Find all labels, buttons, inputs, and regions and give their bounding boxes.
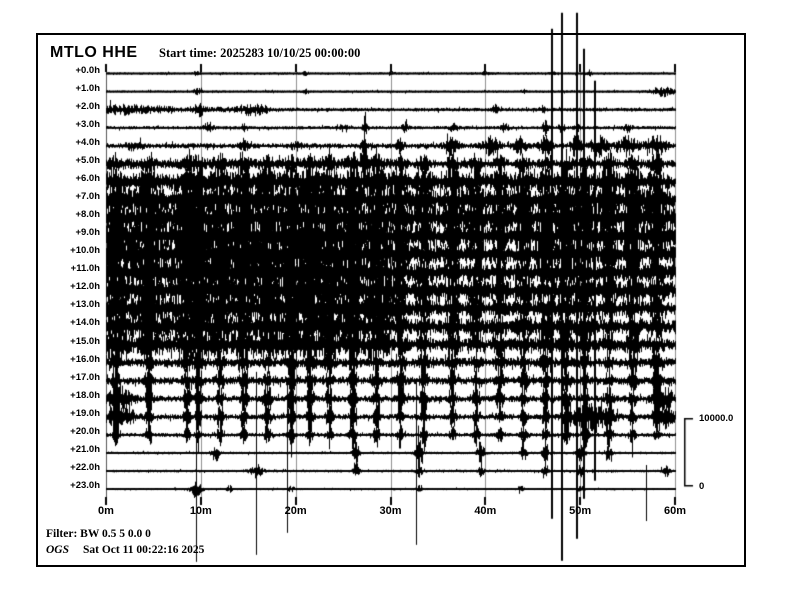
- x-tick-label-50m: 50m: [569, 505, 592, 517]
- footer-timestamp-line: OGS Sat Oct 11 00:22:16 2025: [46, 544, 204, 556]
- row-label-hour-1: +1.0h: [75, 82, 100, 94]
- row-label-hour-5: +5.0h: [75, 154, 100, 166]
- x-tick-label-60m: 60m: [663, 505, 687, 517]
- agency-label: OGS: [46, 544, 70, 556]
- row-label-hour-3: +3.0h: [75, 118, 100, 130]
- row-label-hour-2: +2.0h: [75, 100, 100, 112]
- helicorder-plot-area: [36, 33, 746, 567]
- row-label-hour-11: +11.0h: [70, 263, 100, 275]
- row-label-hour-7: +7.0h: [75, 190, 100, 202]
- row-label-hour-16: +16.0h: [70, 353, 100, 365]
- row-label-hour-4: +4.0h: [75, 136, 100, 148]
- row-label-hour-0: +0.0h: [75, 64, 100, 76]
- filter-info: Filter: BW 0.5 5 0.0 0: [46, 528, 151, 540]
- row-label-hour-22: +22.0h: [70, 462, 100, 474]
- generated-timestamp: Sat Oct 11 00:22:16 2025: [83, 544, 205, 556]
- row-label-hour-13: +13.0h: [70, 299, 100, 311]
- row-label-hour-21: +21.0h: [70, 443, 100, 455]
- row-label-hour-19: +19.0h: [70, 407, 100, 419]
- x-tick-label-20m: 20m: [284, 505, 307, 517]
- row-label-hour-10: +10.0h: [70, 245, 100, 257]
- amplitude-scale-bottom-label: 0: [699, 481, 705, 492]
- row-label-hour-12: +12.0h: [70, 281, 100, 293]
- amplitude-scale-top-label: 10000.0: [699, 413, 734, 424]
- row-label-hour-15: +15.0h: [70, 335, 100, 347]
- row-label-hour-6: +6.0h: [75, 172, 100, 184]
- row-label-hour-9: +9.0h: [75, 227, 100, 239]
- x-tick-label-10m: 10m: [189, 505, 212, 517]
- x-tick-label-30m: 30m: [379, 505, 402, 517]
- row-label-hour-17: +17.0h: [70, 371, 100, 383]
- row-label-hour-20: +20.0h: [70, 425, 100, 437]
- row-label-hour-23: +23.0h: [70, 480, 100, 492]
- row-label-hour-14: +14.0h: [70, 317, 100, 329]
- x-tick-label-0m: 0m: [98, 505, 114, 517]
- row-label-hour-18: +18.0h: [70, 389, 100, 401]
- row-label-hour-8: +8.0h: [75, 209, 100, 221]
- x-tick-label-40m: 40m: [474, 505, 497, 517]
